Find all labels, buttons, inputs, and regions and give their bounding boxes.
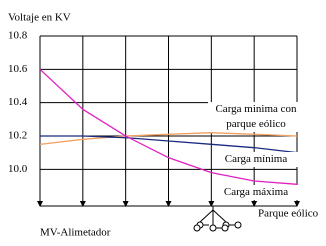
y-tick-label: 10.0 xyxy=(8,163,28,175)
series-line xyxy=(39,68,298,185)
series-label: Carga máxima xyxy=(214,185,298,200)
series-line xyxy=(40,135,298,154)
y-axis-title: Voltaje en KV xyxy=(8,12,71,24)
y-tick-label: 10.6 xyxy=(8,63,28,75)
y-tick-label: 10.8 xyxy=(8,30,28,42)
node-arrow xyxy=(294,201,300,207)
node-arrow xyxy=(165,201,172,207)
end-label: Parque eólico xyxy=(258,208,319,220)
series-line xyxy=(39,132,298,145)
series-label: Carga minima con parque eólico xyxy=(208,102,304,132)
y-tick-label: 10.2 xyxy=(8,130,27,142)
node-arrow xyxy=(79,201,86,207)
wind-farm-icon xyxy=(193,206,242,232)
node-arrow xyxy=(122,201,129,207)
series-label: Carga mínima xyxy=(214,152,298,167)
node-arrow xyxy=(251,201,258,207)
node-arrow xyxy=(208,201,215,207)
y-tick-label: 10.4 xyxy=(8,96,28,108)
x-axis-title: MV-Alimetador xyxy=(40,227,111,239)
